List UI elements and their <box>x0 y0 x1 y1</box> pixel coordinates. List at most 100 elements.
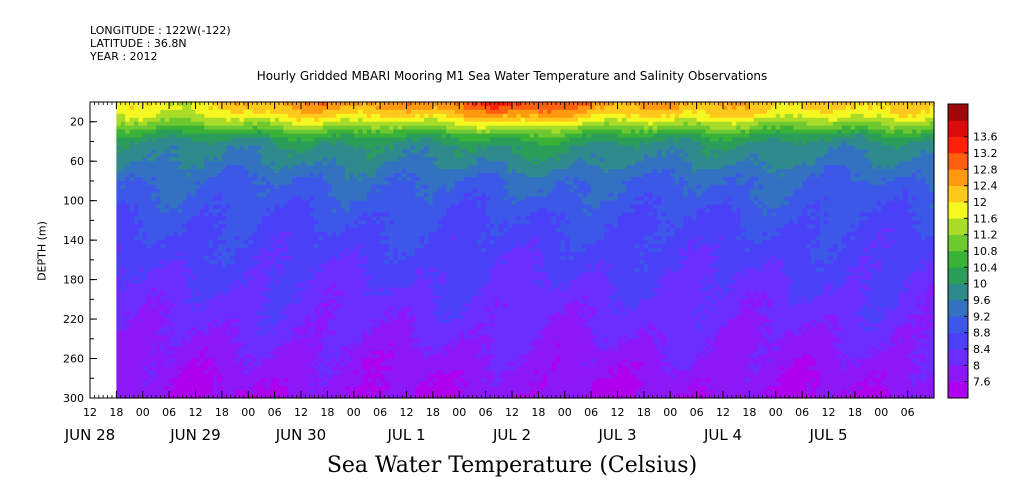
heatmap-cell <box>314 137 320 143</box>
heatmap-cell <box>349 105 355 111</box>
heatmap-cell <box>314 382 320 387</box>
heatmap-cell <box>406 137 412 143</box>
heatmap-cell <box>195 311 201 316</box>
heatmap-cell <box>177 248 183 253</box>
heatmap-cell <box>235 386 241 391</box>
heatmap-cell <box>199 295 205 300</box>
heatmap-cell <box>125 220 131 225</box>
heatmap-cell <box>318 366 324 371</box>
heatmap-cell <box>248 161 254 166</box>
heatmap-cell <box>388 394 394 399</box>
heatmap-cell <box>186 251 192 257</box>
heatmap-cell <box>318 232 324 237</box>
heatmap-cell <box>380 196 386 202</box>
heatmap-cell <box>353 141 359 147</box>
heatmap-cell <box>252 255 258 261</box>
heatmap-cell <box>116 224 122 229</box>
heatmap-cell <box>142 354 148 360</box>
heatmap-cell <box>173 323 179 328</box>
heatmap-cell <box>191 216 197 221</box>
heatmap-cell <box>318 291 324 296</box>
heatmap-cell <box>362 184 368 190</box>
heatmap-cell <box>305 161 311 166</box>
heatmap-cell <box>327 295 333 300</box>
heatmap-cell <box>331 184 337 190</box>
heatmap-cell <box>116 263 122 269</box>
heatmap-cell <box>318 196 324 202</box>
heatmap-cell <box>169 295 175 300</box>
heatmap-cell <box>248 311 254 316</box>
heatmap-cell <box>292 382 298 387</box>
heatmap-cell <box>270 291 276 296</box>
heatmap-cell <box>142 374 148 379</box>
heatmap-cell <box>169 346 175 352</box>
heatmap-cell <box>142 267 148 273</box>
heatmap-cell <box>375 105 381 111</box>
heatmap-cell <box>243 133 249 139</box>
heatmap-cell <box>388 382 394 387</box>
heatmap-cell <box>336 188 342 194</box>
heatmap-cell <box>327 350 333 356</box>
heatmap-cell <box>366 196 372 202</box>
heatmap-cell <box>173 251 179 257</box>
heatmap-cell <box>353 303 359 308</box>
heatmap-cell <box>138 176 144 182</box>
heatmap-cell <box>182 208 188 214</box>
heatmap-cell <box>402 334 408 340</box>
heatmap-cell <box>265 338 271 344</box>
heatmap-cell <box>235 350 241 356</box>
heatmap-cell <box>120 109 126 115</box>
heatmap-cell <box>362 176 368 182</box>
heatmap-cell <box>204 390 210 395</box>
heatmap-cell <box>358 338 364 344</box>
heatmap-cell <box>199 362 205 368</box>
heatmap-cell <box>393 149 399 154</box>
heatmap-cell <box>265 161 271 166</box>
heatmap-cell <box>257 184 263 190</box>
heatmap-cell <box>279 137 285 143</box>
heatmap-cell <box>349 259 355 265</box>
heatmap-cell <box>257 176 263 182</box>
heatmap-cell <box>221 267 227 273</box>
heatmap-cell <box>120 271 126 277</box>
heatmap-cell <box>226 129 232 135</box>
heatmap-cell <box>340 251 346 257</box>
heatmap-cell <box>309 263 315 269</box>
heatmap-cell <box>397 216 403 221</box>
heatmap-cell <box>261 394 267 399</box>
heatmap-cell <box>353 366 359 371</box>
heatmap-cell <box>116 326 122 332</box>
heatmap-cell <box>292 169 298 174</box>
heatmap-cell <box>125 125 131 131</box>
heatmap-cell <box>116 153 122 158</box>
heatmap-cell <box>243 251 249 257</box>
heatmap-cell <box>349 315 355 320</box>
heatmap-cell <box>274 279 280 285</box>
heatmap-cell <box>384 358 390 364</box>
heatmap-cell <box>336 157 342 162</box>
heatmap-cell <box>384 192 390 198</box>
heatmap-cell <box>331 362 337 368</box>
heatmap-cell <box>204 362 210 368</box>
heatmap-cell <box>287 196 293 202</box>
heatmap-cell <box>169 117 175 123</box>
heatmap-cell <box>322 200 328 206</box>
heatmap-cell <box>120 145 126 150</box>
heatmap-cell <box>204 271 210 277</box>
heatmap-cell <box>309 240 315 245</box>
heatmap-cell <box>199 366 205 371</box>
heatmap-cell <box>318 346 324 352</box>
heatmap-cell <box>322 295 328 300</box>
heatmap-cell <box>164 354 170 360</box>
heatmap-cell <box>362 374 368 379</box>
heatmap-cell <box>204 141 210 147</box>
heatmap-cell <box>402 113 408 119</box>
heatmap-cell <box>252 342 258 348</box>
heatmap-cell <box>129 346 135 352</box>
heatmap-cell <box>177 236 183 241</box>
heatmap-cell <box>226 378 232 383</box>
heatmap-cell <box>116 255 122 261</box>
heatmap-cell <box>270 165 276 170</box>
heatmap-cell <box>142 153 148 158</box>
heatmap-cell <box>125 275 131 281</box>
